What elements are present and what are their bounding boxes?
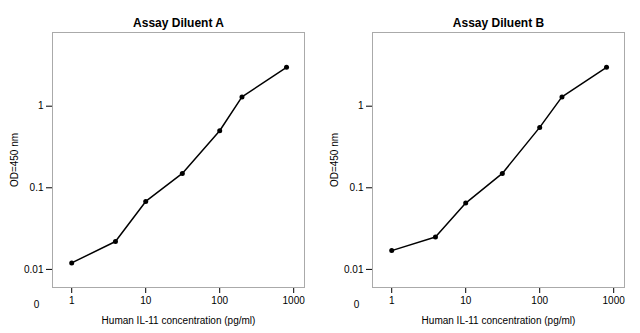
svg-text:10: 10 — [140, 295, 152, 306]
svg-text:0.01: 0.01 — [344, 264, 364, 275]
svg-text:0: 0 — [354, 299, 360, 310]
svg-text:Assay Diluent B: Assay Diluent B — [453, 16, 545, 30]
svg-text:0.01: 0.01 — [24, 264, 44, 275]
svg-text:1: 1 — [38, 100, 44, 111]
svg-text:1: 1 — [358, 100, 364, 111]
svg-text:1000: 1000 — [603, 295, 626, 306]
svg-text:0.1: 0.1 — [30, 182, 44, 193]
svg-text:100: 100 — [531, 295, 548, 306]
svg-text:Assay Diluent A: Assay Diluent A — [133, 16, 224, 30]
svg-text:0: 0 — [34, 299, 40, 310]
svg-text:1: 1 — [69, 295, 75, 306]
svg-text:OD=450 nm: OD=450 nm — [329, 133, 340, 187]
svg-text:Human IL-11 concentration (pg/: Human IL-11 concentration (pg/ml) — [422, 315, 576, 326]
svg-text:OD=450 nm: OD=450 nm — [9, 133, 20, 187]
svg-text:10: 10 — [460, 295, 472, 306]
svg-text:1000: 1000 — [283, 295, 306, 306]
svg-text:100: 100 — [211, 295, 228, 306]
svg-text:1: 1 — [389, 295, 395, 306]
svg-text:0.1: 0.1 — [350, 182, 364, 193]
svg-text:Human IL-11 concentration (pg/: Human IL-11 concentration (pg/ml) — [102, 315, 256, 326]
